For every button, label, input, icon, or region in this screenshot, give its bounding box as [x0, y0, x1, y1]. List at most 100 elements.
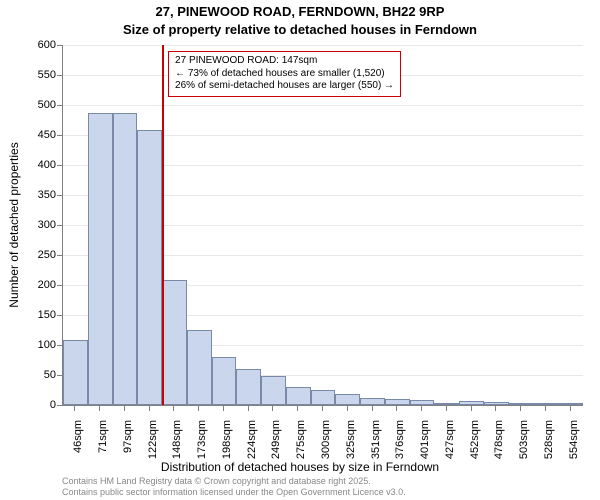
x-tick — [545, 406, 546, 411]
bar — [113, 113, 138, 405]
y-tick — [57, 315, 62, 316]
y-tick-label: 200 — [16, 279, 56, 291]
x-tick — [396, 406, 397, 411]
x-tick — [248, 406, 249, 411]
y-tick-label: 0 — [16, 399, 56, 411]
bar — [509, 403, 534, 405]
x-tick — [495, 406, 496, 411]
bar — [360, 398, 385, 405]
bar — [88, 113, 113, 405]
annotation-line: ← 73% of detached houses are smaller (1,… — [175, 68, 394, 81]
y-tick — [57, 375, 62, 376]
x-tick — [124, 406, 125, 411]
x-tick — [446, 406, 447, 411]
bar — [533, 403, 558, 405]
y-tick — [57, 135, 62, 136]
bar — [236, 369, 261, 405]
x-tick-label: 46sqm — [72, 420, 84, 480]
y-tick-label: 250 — [16, 249, 56, 261]
x-tick-label: 71sqm — [97, 420, 109, 480]
x-tick-label: 198sqm — [221, 420, 233, 480]
bar — [311, 390, 336, 405]
x-tick-label: 300sqm — [320, 420, 332, 480]
x-tick — [99, 406, 100, 411]
bar — [459, 401, 484, 405]
bar — [558, 403, 583, 405]
y-tick — [57, 75, 62, 76]
x-tick — [421, 406, 422, 411]
bar — [137, 130, 162, 405]
y-tick-label: 50 — [16, 369, 56, 381]
y-tick — [57, 405, 62, 406]
y-tick-label: 550 — [16, 69, 56, 81]
x-tick — [347, 406, 348, 411]
x-tick-label: 325sqm — [345, 420, 357, 480]
x-tick-label: 122sqm — [147, 420, 159, 480]
x-tick — [149, 406, 150, 411]
x-tick-label: 351sqm — [370, 420, 382, 480]
y-tick-label: 300 — [16, 219, 56, 231]
x-tick-label: 401sqm — [419, 420, 431, 480]
x-tick-label: 554sqm — [568, 420, 580, 480]
chart-subtitle: Size of property relative to detached ho… — [0, 22, 600, 37]
x-tick — [272, 406, 273, 411]
annotation-line: 26% of semi-detached houses are larger (… — [175, 80, 394, 93]
y-tick — [57, 285, 62, 286]
x-tick-label: 173sqm — [196, 420, 208, 480]
x-tick-label: 528sqm — [543, 420, 555, 480]
gridline — [63, 105, 583, 106]
y-tick — [57, 45, 62, 46]
annotation-box: 27 PINEWOOD ROAD: 147sqm← 73% of detache… — [168, 51, 401, 97]
x-tick — [223, 406, 224, 411]
footer-line-2: Contains public sector information licen… — [62, 487, 406, 498]
bar — [286, 387, 311, 405]
bar — [484, 402, 509, 405]
y-tick — [57, 105, 62, 106]
y-tick — [57, 345, 62, 346]
x-tick-label: 376sqm — [394, 420, 406, 480]
chart-title: 27, PINEWOOD ROAD, FERNDOWN, BH22 9RP — [0, 4, 600, 19]
x-tick-label: 427sqm — [444, 420, 456, 480]
bar — [63, 340, 88, 405]
x-tick-label: 97sqm — [122, 420, 134, 480]
x-tick — [173, 406, 174, 411]
bar — [187, 330, 212, 405]
x-tick-label: 249sqm — [270, 420, 282, 480]
x-tick — [520, 406, 521, 411]
y-tick-label: 150 — [16, 309, 56, 321]
x-tick — [74, 406, 75, 411]
x-tick-label: 275sqm — [295, 420, 307, 480]
y-tick-label: 600 — [16, 39, 56, 51]
marker-line — [162, 45, 164, 405]
x-tick — [471, 406, 472, 411]
bar — [261, 376, 286, 405]
y-tick — [57, 165, 62, 166]
y-tick-label: 350 — [16, 189, 56, 201]
x-tick — [198, 406, 199, 411]
bar — [162, 280, 187, 405]
gridline — [63, 45, 583, 46]
bar — [335, 394, 360, 405]
bar — [410, 400, 435, 405]
y-tick-label: 450 — [16, 129, 56, 141]
y-tick-label: 500 — [16, 99, 56, 111]
x-tick-label: 503sqm — [518, 420, 530, 480]
x-tick — [297, 406, 298, 411]
x-tick — [322, 406, 323, 411]
y-tick — [57, 195, 62, 196]
plot-area: 27 PINEWOOD ROAD: 147sqm← 73% of detache… — [62, 45, 583, 406]
x-tick-label: 148sqm — [171, 420, 183, 480]
bar — [385, 399, 410, 405]
chart-container: 27, PINEWOOD ROAD, FERNDOWN, BH22 9RP Si… — [0, 0, 600, 500]
y-tick-label: 100 — [16, 339, 56, 351]
x-tick-label: 452sqm — [469, 420, 481, 480]
x-tick — [372, 406, 373, 411]
x-tick-label: 478sqm — [493, 420, 505, 480]
y-tick — [57, 255, 62, 256]
bar — [434, 403, 459, 405]
x-tick-label: 224sqm — [246, 420, 258, 480]
x-tick — [570, 406, 571, 411]
annotation-line: 27 PINEWOOD ROAD: 147sqm — [175, 55, 394, 68]
bar — [212, 357, 237, 405]
y-tick — [57, 225, 62, 226]
